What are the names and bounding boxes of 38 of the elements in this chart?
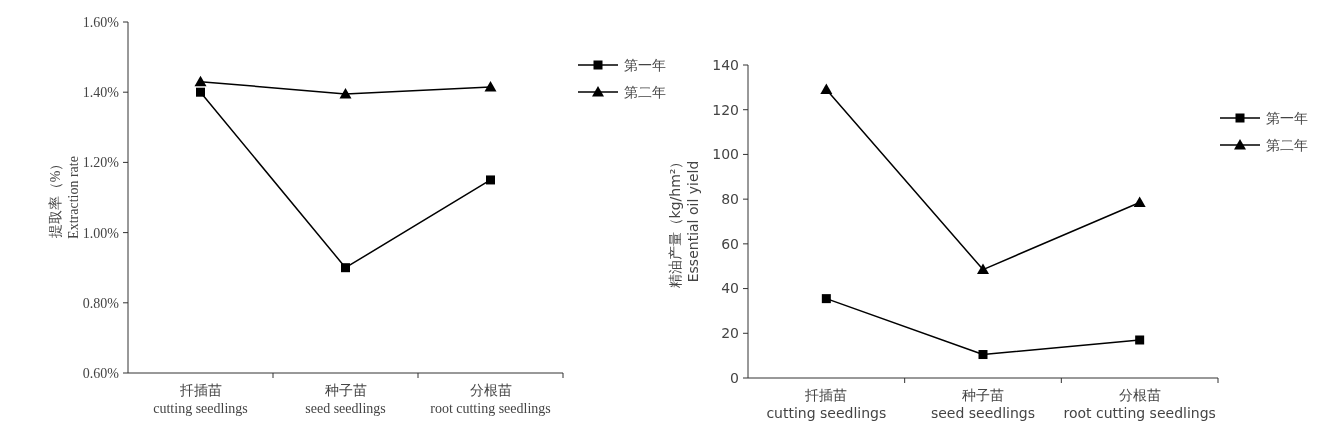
legend-label: 第二年 xyxy=(624,84,666,100)
y-axis-title: 精油产量（kg/hm²） Essential oil yield xyxy=(667,154,701,289)
point xyxy=(194,75,207,87)
y-tick-label: 120 xyxy=(712,101,739,118)
point xyxy=(339,87,352,99)
y-tick-label: 1.40% xyxy=(82,85,120,101)
y-tick-label: 60 xyxy=(721,235,739,252)
x-tick-label: 扦插苗 cutting seedlings xyxy=(153,383,248,416)
y-tick-label: 80 xyxy=(721,191,739,208)
y-tick-label: 40 xyxy=(721,280,739,297)
y-tick-label: 0.60% xyxy=(82,365,120,381)
legend-label: 第一年 xyxy=(624,57,666,73)
legend-label: 第一年 xyxy=(1266,109,1308,126)
x-tick-label: 分根苗 root cutting seedlings xyxy=(430,383,551,416)
point xyxy=(1135,335,1145,345)
y-tick-label: 140 xyxy=(712,56,739,73)
point xyxy=(1133,196,1146,207)
point xyxy=(341,263,350,273)
x-tick-label: 种子苗 seed seedlings xyxy=(305,383,386,416)
x-tick-label: 种子苗 seed seedlings xyxy=(930,387,1036,421)
point xyxy=(486,175,495,185)
point xyxy=(978,350,988,360)
y-axis-title: 提取率（%） Extraction rate xyxy=(48,156,81,239)
point xyxy=(196,87,205,97)
x-tick-label: 扦插苗 cutting seedlings xyxy=(766,387,887,421)
y-tick-label: 20 xyxy=(721,325,739,342)
point xyxy=(484,80,497,92)
y-tick-label: 1.60% xyxy=(82,14,120,30)
y-tick-label: 0 xyxy=(730,369,739,386)
y-tick-label: 1.20% xyxy=(82,155,120,171)
y-tick-label: 1.00% xyxy=(82,225,120,241)
legend-label: 第二年 xyxy=(1266,136,1308,153)
point xyxy=(821,294,831,304)
point xyxy=(820,83,833,95)
y-tick-label: 100 xyxy=(712,146,739,163)
y-tick-label: 0.80% xyxy=(82,295,120,311)
point xyxy=(977,263,989,275)
x-tick-label: 分根苗 root cutting seedlings xyxy=(1063,387,1216,421)
